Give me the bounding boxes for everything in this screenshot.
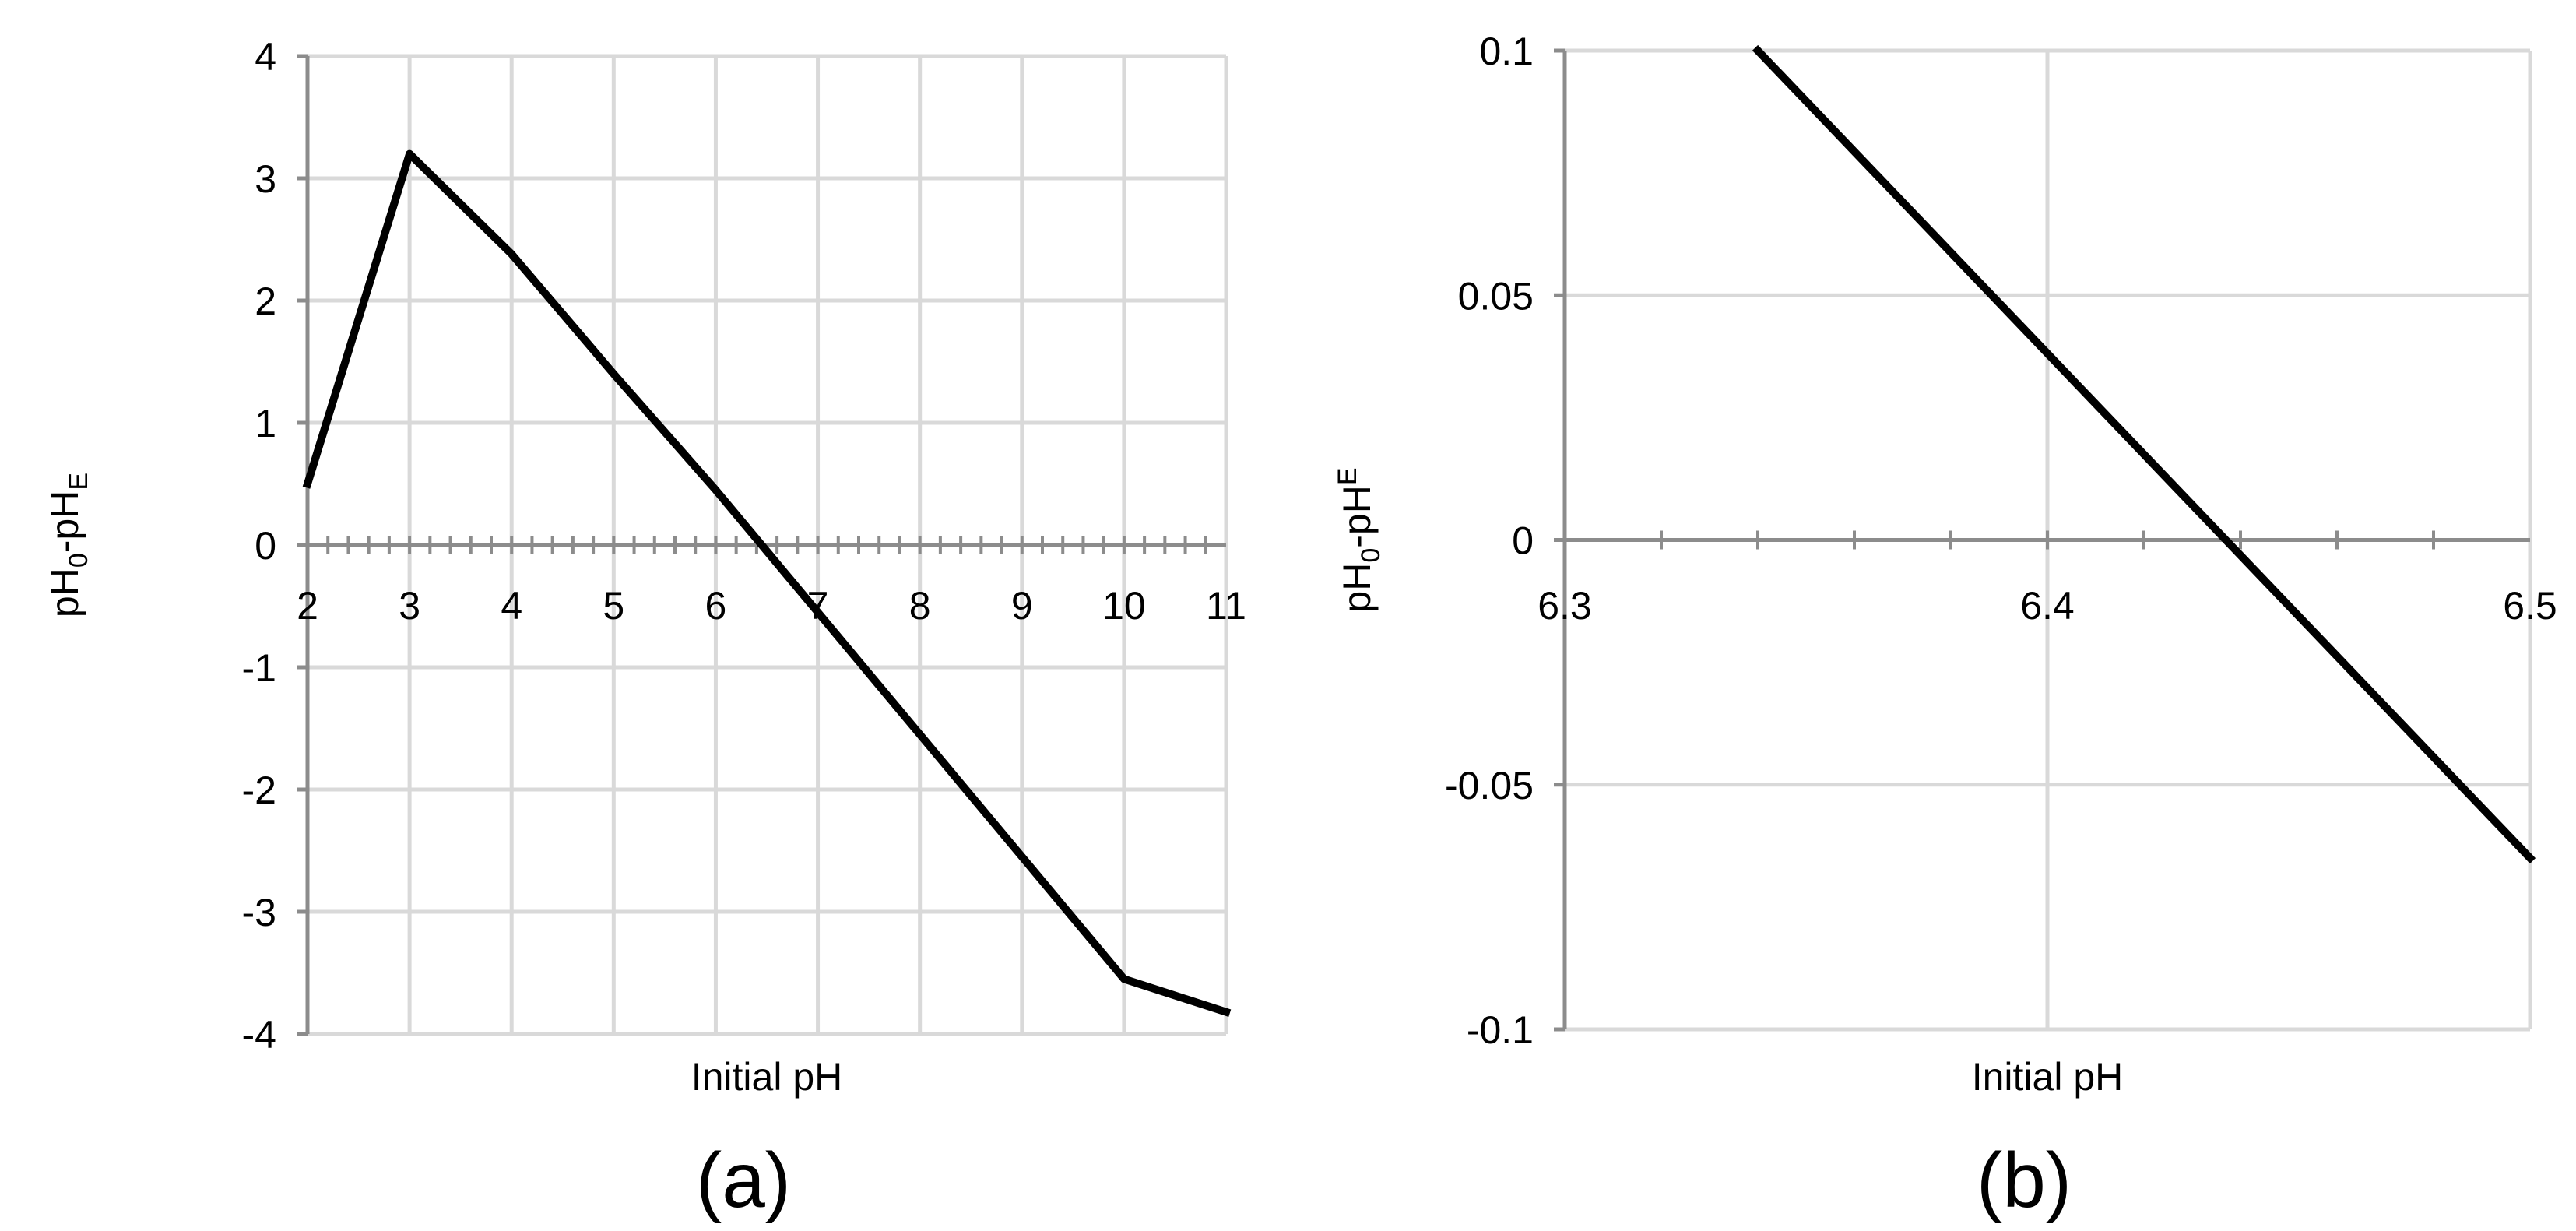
y-title-subscript: 0 xyxy=(64,553,93,568)
y-axis-title: pH0-pHE xyxy=(43,473,93,617)
x-tick-label: 3 xyxy=(399,584,420,628)
y-tick-label: -1 xyxy=(242,646,276,690)
y-title-part: -pH xyxy=(1335,485,1379,548)
y-title-part: pH xyxy=(1335,563,1379,613)
x-tick-label: 6.3 xyxy=(1538,584,1592,628)
y-tick-label: 2 xyxy=(255,280,276,323)
y-tick-label: -0.1 xyxy=(1467,1008,1534,1052)
panel-label: (b) xyxy=(1977,1137,2072,1224)
y-title-subscript: E xyxy=(64,473,93,491)
y-tick-label: 0.05 xyxy=(1458,274,1534,318)
x-axis-title: Initial pH xyxy=(1972,1055,2124,1099)
y-tick-label: 0 xyxy=(1512,519,1534,563)
y-tick-label: 0 xyxy=(255,524,276,568)
x-tick-label: 8 xyxy=(909,584,931,628)
x-tick-label: 11 xyxy=(1206,584,1246,628)
y-tick-label: 4 xyxy=(255,35,276,79)
y-tick-label: -0.05 xyxy=(1445,764,1534,807)
y-axis-title: pH0-pHE xyxy=(1333,467,1386,612)
y-title-part: -pH xyxy=(43,491,86,554)
y-title-subscript: 0 xyxy=(1356,548,1386,563)
x-tick-label: 6 xyxy=(705,584,727,628)
panel-label: (a) xyxy=(696,1137,791,1224)
data-line xyxy=(1752,44,2536,864)
x-tick-label: 2 xyxy=(297,584,318,628)
y-tick-label: 3 xyxy=(255,157,276,201)
y-tick-label: -2 xyxy=(242,768,276,812)
x-tick-label: 6.4 xyxy=(2020,584,2075,628)
data-line xyxy=(302,149,1232,1018)
x-tick-label: 10 xyxy=(1102,584,1146,628)
y-tick-label: 1 xyxy=(255,402,276,445)
y-tick-label: -3 xyxy=(242,891,276,934)
x-tick-label: 9 xyxy=(1011,584,1033,628)
x-tick-label: 4 xyxy=(501,584,522,628)
y-tick-label: -4 xyxy=(242,1013,276,1057)
y-title-part: pH xyxy=(43,568,86,617)
x-axis-title: Initial pH xyxy=(691,1055,843,1099)
x-tick-label: 5 xyxy=(603,584,624,628)
y-title-superscript: E xyxy=(1333,467,1362,485)
y-tick-label: 0.1 xyxy=(1479,30,1534,73)
x-tick-label: 6.5 xyxy=(2503,584,2557,628)
